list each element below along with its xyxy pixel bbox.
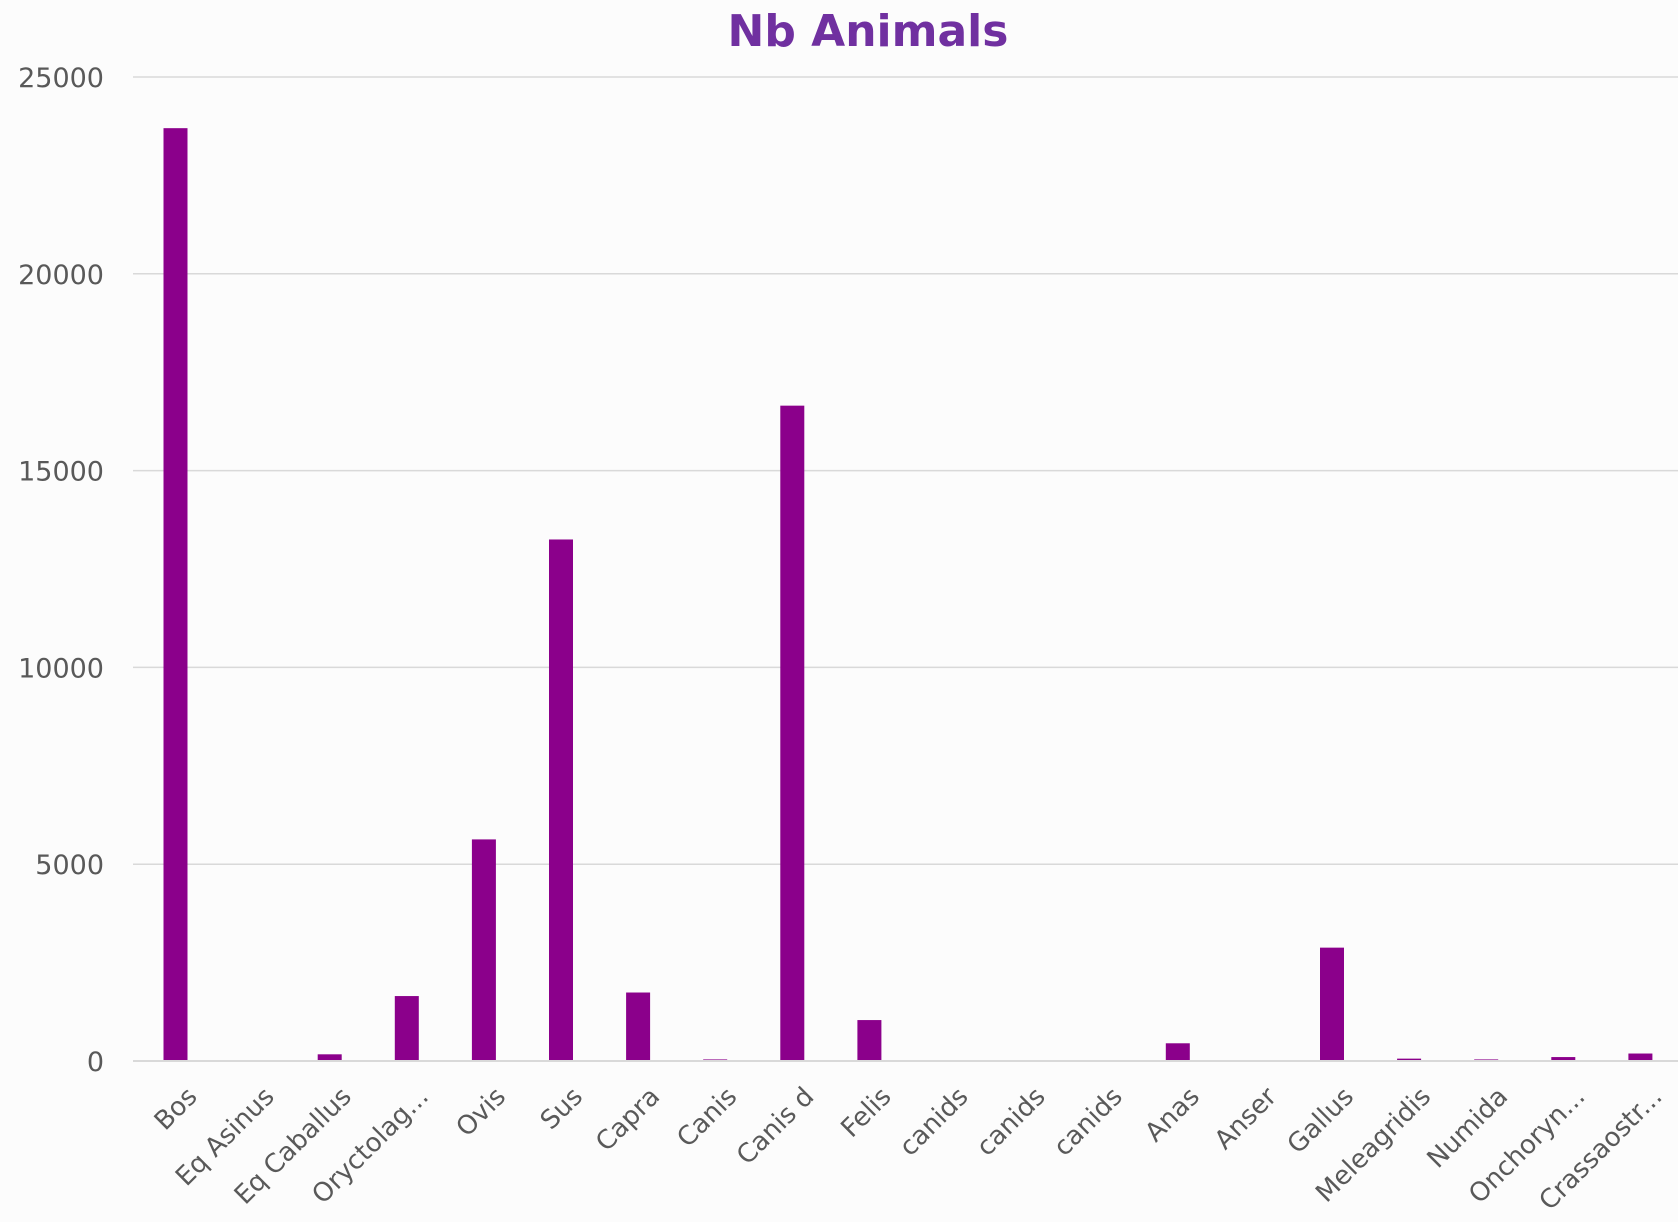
bar <box>1165 1043 1190 1061</box>
y-tick-label: 25000 <box>18 63 104 94</box>
bars <box>163 128 1653 1062</box>
x-tick-label: Canis <box>672 1082 744 1154</box>
chart-title: Nb Animals <box>728 6 1009 57</box>
x-tick-label: canids <box>971 1082 1052 1163</box>
x-tick-label: Ovis <box>451 1082 512 1143</box>
x-tick-label: Sus <box>535 1082 589 1136</box>
bar <box>1397 1058 1422 1061</box>
y-tick-label: 20000 <box>18 260 104 291</box>
bar <box>471 839 496 1061</box>
y-tick-label: 15000 <box>18 457 104 488</box>
bar <box>317 1054 342 1061</box>
bar <box>1551 1057 1576 1061</box>
y-tick-label: 10000 <box>18 653 104 684</box>
x-tick-label: canids <box>894 1082 975 1163</box>
bar <box>1320 947 1344 1061</box>
bar <box>857 1020 882 1061</box>
bar <box>394 996 419 1061</box>
bar <box>626 992 651 1061</box>
x-tick-label: canids <box>1048 1082 1129 1163</box>
x-tick-label: Capra <box>590 1082 666 1158</box>
y-tick-label: 5000 <box>35 850 104 881</box>
y-tick-label: 0 <box>87 1047 104 1078</box>
x-tick-label: Canis d <box>731 1082 820 1171</box>
x-tick-label: Anser <box>1209 1082 1283 1156</box>
bar <box>549 539 573 1061</box>
bar <box>163 128 188 1062</box>
x-tick-label: Anas <box>1139 1082 1205 1148</box>
x-tick-label: Bos <box>149 1082 204 1137</box>
bar <box>780 405 805 1061</box>
gridlines <box>133 76 1678 865</box>
x-tick-label: Felis <box>835 1082 897 1144</box>
y-axis: 0 5000 10000 15000 20000 25000 <box>18 63 104 1078</box>
bar <box>1628 1053 1653 1061</box>
